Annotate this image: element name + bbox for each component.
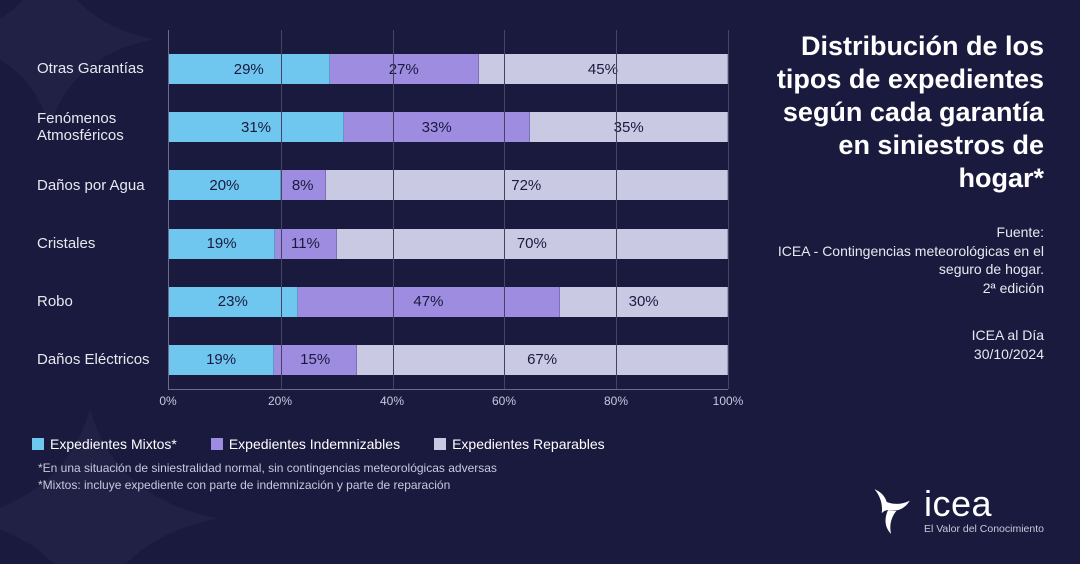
- row-label: Robo: [37, 293, 169, 310]
- bar-segment: 11%: [275, 229, 336, 259]
- legend: Expedientes Mixtos* Expedientes Indemniza…: [28, 436, 728, 452]
- publication-date: 30/10/2024: [972, 345, 1044, 364]
- row-label: Daños por Agua: [37, 177, 169, 194]
- row-label: Otras Garantías: [37, 60, 169, 77]
- bar-segment: 72%: [326, 170, 728, 200]
- chart-title: Distribución de los tipos de expedientes…: [748, 30, 1044, 195]
- legend-swatch: [32, 438, 44, 450]
- bar-segment: 67%: [357, 345, 728, 375]
- legend-label: Expedientes Reparables: [452, 436, 605, 452]
- bar-segment: 19%: [169, 229, 275, 259]
- icea-logo: icea El Valor del Conocimiento: [862, 484, 1044, 540]
- chart-row: Fenómenos Atmosféricos31%33%35%: [169, 98, 728, 156]
- source-text: ICEA - Contingencias meteorológicas en e…: [748, 242, 1044, 299]
- legend-label: Expedientes Indemnizables: [229, 436, 400, 452]
- bar-segment: 15%: [274, 345, 357, 375]
- bar-segment: 30%: [560, 287, 728, 317]
- row-label: Daños Eléctricos: [37, 351, 169, 368]
- bar-segment: 70%: [337, 229, 728, 259]
- bar-segment: 45%: [479, 54, 728, 84]
- publication-name: ICEA al Día: [972, 326, 1044, 345]
- row-label: Fenómenos Atmosféricos: [37, 110, 169, 145]
- logo-word: icea: [924, 486, 992, 522]
- footnotes: *En una situación de siniestralidad norm…: [28, 460, 728, 494]
- chart-row: Otras Garantías29%27%45%: [169, 40, 728, 98]
- footnote-1: *En una situación de siniestralidad norm…: [38, 460, 728, 477]
- distribution-chart: Otras Garantías29%27%45%Fenómenos Atmosf…: [28, 30, 728, 418]
- legend-item: Expedientes Indemnizables: [211, 436, 400, 452]
- x-axis-tick: 80%: [604, 394, 628, 408]
- bar-segment: 29%: [169, 54, 330, 84]
- legend-item: Expedientes Mixtos*: [32, 436, 177, 452]
- logo-tagline: El Valor del Conocimiento: [924, 524, 1044, 535]
- bar-segment: 31%: [169, 112, 344, 142]
- legend-item: Expedientes Reparables: [434, 436, 605, 452]
- source-label: Fuente:: [748, 223, 1044, 242]
- legend-label: Expedientes Mixtos*: [50, 436, 177, 452]
- x-axis-tick: 0%: [159, 394, 176, 408]
- bar-segment: 27%: [330, 54, 479, 84]
- chart-row: Daños por Agua20%8%72%: [169, 156, 728, 214]
- bar-segment: 23%: [169, 287, 298, 317]
- row-label: Cristales: [37, 235, 169, 252]
- x-axis-tick: 60%: [492, 394, 516, 408]
- footnote-2: *Mixtos: incluye expediente con parte de…: [38, 477, 728, 494]
- x-axis-tick: 20%: [268, 394, 292, 408]
- legend-swatch: [211, 438, 223, 450]
- publication-meta: ICEA al Día 30/10/2024: [972, 326, 1044, 364]
- bar-segment: 19%: [169, 345, 274, 375]
- bar-segment: 47%: [298, 287, 561, 317]
- bar-segment: 35%: [530, 112, 728, 142]
- chart-row: Robo23%47%30%: [169, 273, 728, 331]
- bar-segment: 33%: [344, 112, 530, 142]
- chart-row: Cristales19%11%70%: [169, 215, 728, 273]
- bar-segment: 20%: [169, 170, 281, 200]
- chart-row: Daños Eléctricos19%15%67%: [169, 331, 728, 389]
- x-axis-tick: 100%: [713, 394, 744, 408]
- logo-icon: [862, 484, 914, 536]
- source-block: Fuente: ICEA - Contingencias meteorológi…: [748, 223, 1044, 299]
- x-axis-tick: 40%: [380, 394, 404, 408]
- legend-swatch: [434, 438, 446, 450]
- bar-segment: 8%: [281, 170, 326, 200]
